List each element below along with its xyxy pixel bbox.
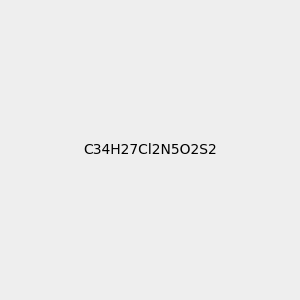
Text: C34H27Cl2N5O2S2: C34H27Cl2N5O2S2 [83,143,217,157]
